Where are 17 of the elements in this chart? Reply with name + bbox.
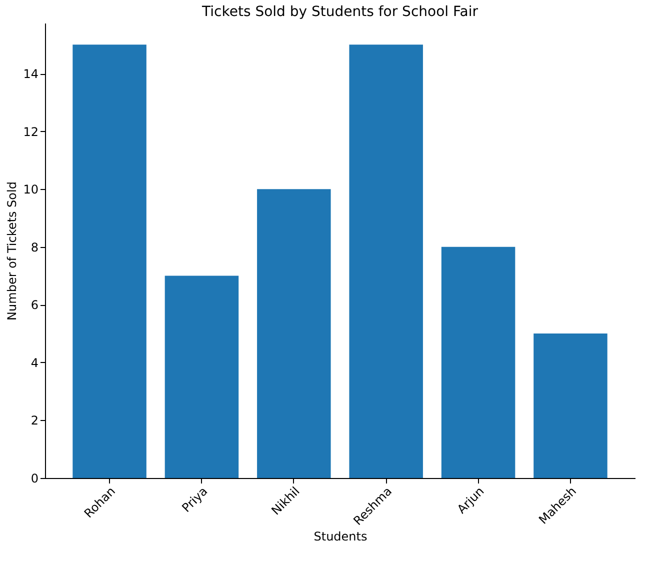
y-tick-label: 14: [23, 67, 38, 82]
y-tick-label: 12: [23, 124, 38, 139]
y-tick-label: 6: [30, 298, 38, 312]
x-axis-title: Students: [314, 529, 368, 544]
bar: [349, 44, 423, 478]
chart-title: Tickets Sold by Students for School Fair: [201, 4, 478, 20]
bar: [441, 246, 516, 478]
bar: [72, 44, 146, 478]
bar: [164, 276, 239, 478]
bar: [257, 189, 331, 478]
y-axis-title: Number of Tickets Sold: [5, 182, 20, 320]
y-tick-label: 0: [30, 472, 38, 486]
y-tick-label: 10: [23, 182, 38, 197]
y-tick-label: 8: [30, 240, 38, 254]
y-tick-label: 2: [30, 414, 38, 428]
bar: [534, 334, 608, 478]
y-tick-label: 4: [30, 356, 38, 370]
